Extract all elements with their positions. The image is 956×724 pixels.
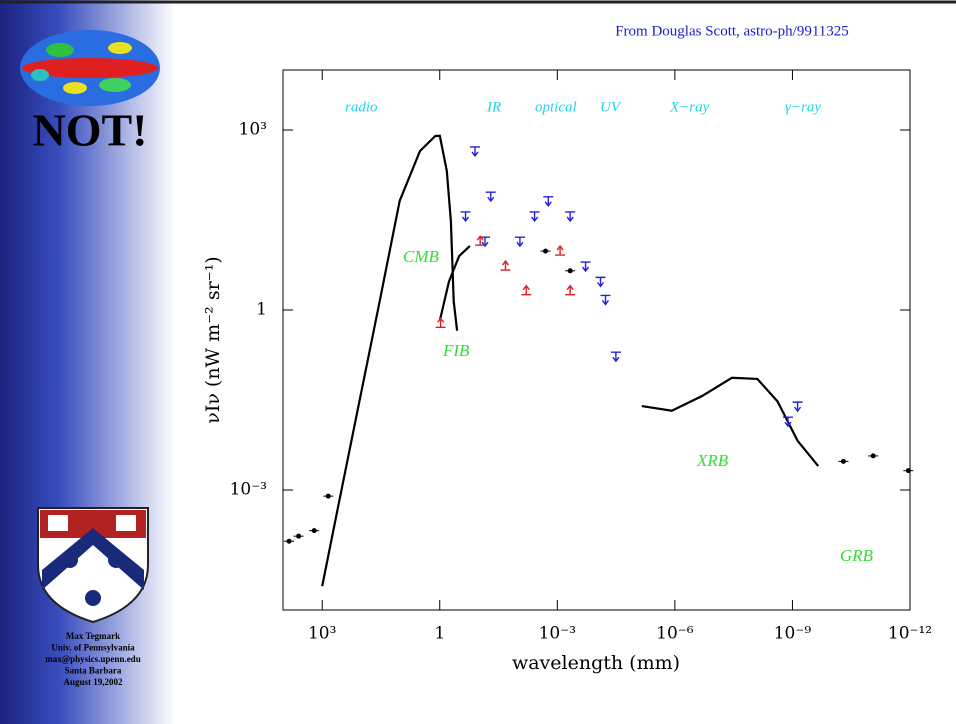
x-tick-label: 10³: [308, 624, 336, 644]
lower-limit: [565, 284, 576, 296]
credit-line: Univ. of Pennsylvania: [51, 643, 135, 653]
component-label: FIB: [442, 341, 470, 360]
y-tick-label: 1: [256, 300, 267, 320]
stamp: NOT!: [33, 105, 148, 156]
lower-limit: [521, 284, 532, 296]
shield: [37, 507, 149, 624]
y-tick-label: 10⁻³: [230, 480, 267, 500]
lower-limit: [435, 317, 446, 329]
spectrum-curve: [641, 376, 820, 467]
component-label: CMB: [403, 247, 440, 266]
upper-limit: [565, 211, 576, 223]
component-label: XRB: [696, 451, 729, 470]
credit-line: August 19,2002: [63, 677, 123, 687]
lower-limit: [500, 259, 511, 271]
credit-line: Santa Barbara: [65, 666, 122, 676]
band-label: X−ray: [669, 99, 710, 115]
upper-limit: [610, 351, 621, 363]
upper-limit: [782, 416, 793, 428]
upper-limit: [485, 191, 496, 203]
upper-limit: [470, 146, 481, 158]
plot-frame: [282, 69, 911, 611]
lower-limit: [475, 235, 486, 246]
y-axis-label: νIν (nW m⁻² sr⁻¹): [202, 256, 224, 423]
upper-limit: [514, 236, 525, 248]
component-label: GRB: [840, 546, 874, 565]
upper-limit: [600, 294, 611, 306]
x-tick-label: 10⁻³: [539, 624, 576, 644]
upper-limit: [529, 211, 540, 223]
sky-map: [20, 30, 160, 106]
upper-limit: [460, 211, 471, 223]
credit-line: max@physics.upenn.edu: [45, 654, 140, 664]
upper-limit: [595, 276, 606, 288]
upper-limit: [792, 401, 803, 413]
x-tick-label: 10⁻⁶: [656, 624, 694, 644]
x-tick-label: 10⁻¹²: [888, 624, 932, 644]
lower-limit: [555, 244, 566, 256]
x-tick-label: 10⁻⁹: [774, 624, 812, 644]
header: From Douglas Scott, astro-ph/9911325: [615, 23, 849, 39]
band-label: γ−ray: [785, 99, 821, 115]
upper-limit: [543, 196, 554, 207]
spectrum-curve: [321, 134, 459, 587]
x-tick-label: 1: [434, 624, 445, 644]
x-axis-label: wavelength (mm): [512, 652, 680, 674]
band-label: optical: [535, 99, 577, 115]
y-tick-label: 10³: [239, 120, 267, 140]
band-label: radio: [345, 99, 378, 115]
credit-line: Max Tegmark: [66, 631, 120, 641]
upper-limit: [580, 261, 591, 273]
spectrum-curve: [438, 245, 471, 322]
band-label: IR: [486, 99, 501, 115]
band-label: UV: [600, 99, 622, 115]
